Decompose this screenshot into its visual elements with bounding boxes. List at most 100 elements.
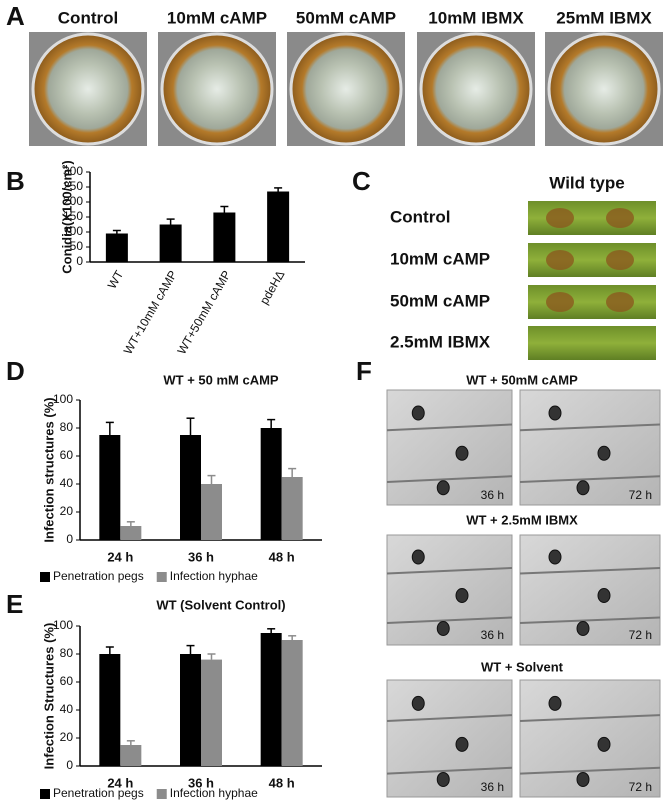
spore xyxy=(436,771,450,787)
y-tick-label: 60 xyxy=(60,448,74,462)
spore xyxy=(576,621,590,636)
spore xyxy=(548,405,562,421)
row-label: Control xyxy=(390,207,450,226)
panel-letter: A xyxy=(6,1,25,31)
legend-swatch xyxy=(156,572,167,582)
bar xyxy=(267,191,290,262)
cell-wall xyxy=(519,423,661,432)
cell-wall xyxy=(519,766,661,775)
leaf xyxy=(528,326,656,360)
y-tick-label: 20 xyxy=(60,730,74,744)
time-label: 36 h xyxy=(481,780,504,794)
bar xyxy=(180,435,201,540)
bar xyxy=(105,233,128,262)
cell-wall xyxy=(386,616,513,624)
time-label: 36 h xyxy=(481,488,504,502)
spore xyxy=(436,621,450,636)
x-tick-label: 48 h xyxy=(269,549,295,564)
plate-label: 25mM IBMX xyxy=(556,8,652,27)
panel-letter: B xyxy=(6,166,25,196)
cell-wall xyxy=(519,567,661,575)
micrograph-title: WT + Solvent xyxy=(481,659,564,674)
legend-swatch xyxy=(40,789,50,799)
bar xyxy=(120,745,142,766)
micrograph-title: WT + 50mM cAMP xyxy=(466,372,578,387)
plate xyxy=(547,32,661,146)
spore xyxy=(597,445,611,461)
cell-wall xyxy=(519,616,661,624)
plate-label: 10mM IBMX xyxy=(428,8,524,27)
x-tick-label: 24 h xyxy=(107,549,133,564)
legend-label: Penetration pegs xyxy=(53,569,144,583)
bar xyxy=(99,435,121,540)
cell-wall xyxy=(519,714,661,722)
x-tick-label: 24 h xyxy=(107,775,133,790)
micrograph-title: WT + 2.5mM IBMX xyxy=(466,512,578,527)
y-tick-label: 20 xyxy=(60,504,74,518)
row-label: 10mM cAMP xyxy=(390,249,490,268)
bar xyxy=(260,428,282,540)
plate xyxy=(289,32,403,146)
micrograph xyxy=(519,679,661,798)
spore xyxy=(597,588,611,603)
lesion xyxy=(546,292,574,312)
y-tick-label: 300 xyxy=(63,164,83,178)
y-tick-label: 0 xyxy=(66,532,73,546)
bar xyxy=(180,654,201,766)
lesion xyxy=(606,292,634,312)
time-label: 36 h xyxy=(481,628,504,642)
spore xyxy=(576,771,590,787)
time-label: 72 h xyxy=(629,780,652,794)
chart-title: WT (Solvent Control) xyxy=(156,597,285,612)
column-header: Wild type xyxy=(549,173,624,192)
spore xyxy=(455,588,469,603)
time-label: 72 h xyxy=(629,488,652,502)
x-tick-label: 36 h xyxy=(188,549,214,564)
bar xyxy=(281,640,303,766)
lesion xyxy=(606,250,634,270)
spore xyxy=(455,445,469,461)
panel-letter: C xyxy=(352,166,371,196)
legend-swatch xyxy=(156,789,167,799)
y-axis-label: Infection Structures (%) xyxy=(41,623,56,770)
y-tick-label: 80 xyxy=(60,646,74,660)
legend-label: Infection hyphae xyxy=(170,786,258,800)
bar xyxy=(99,654,121,766)
y-tick-label: 0 xyxy=(76,254,83,268)
cell-wall xyxy=(386,714,513,722)
y-tick-label: 40 xyxy=(60,476,74,490)
plate xyxy=(31,32,145,146)
y-axis-label: Infection structures (%) xyxy=(41,397,56,542)
x-tick-label: 48 h xyxy=(269,775,295,790)
y-tick-label: 100 xyxy=(63,224,83,238)
y-tick-label: 40 xyxy=(60,702,74,716)
y-tick-label: 200 xyxy=(63,194,83,208)
spore xyxy=(455,736,469,752)
panel-letter: D xyxy=(6,356,25,386)
y-axis-label: Conidia(X100/cm²) xyxy=(59,160,74,273)
plate xyxy=(160,32,274,146)
lesion xyxy=(546,250,574,270)
y-tick-label: 250 xyxy=(63,179,83,193)
y-tick-label: 60 xyxy=(60,674,74,688)
y-tick-label: 100 xyxy=(53,392,73,406)
bar xyxy=(281,477,303,540)
bar xyxy=(213,212,236,262)
spore xyxy=(411,549,425,565)
plate-label: Control xyxy=(58,8,118,27)
bar xyxy=(260,633,282,766)
y-tick-label: 50 xyxy=(70,239,84,253)
spore xyxy=(548,695,562,711)
x-tick-label: WT+10mM cAMP xyxy=(121,268,180,357)
panel-letter: F xyxy=(356,356,372,386)
lesion xyxy=(546,208,574,228)
micrograph xyxy=(519,389,661,506)
y-tick-label: 0 xyxy=(66,758,73,772)
y-tick-label: 150 xyxy=(63,209,83,223)
micrograph xyxy=(519,534,661,646)
plate-label: 50mM cAMP xyxy=(296,8,396,27)
x-tick-label: WT+50mM cAMP xyxy=(174,268,233,357)
x-tick-label: WT xyxy=(105,268,127,292)
legend-label: Infection hyphae xyxy=(170,569,258,583)
